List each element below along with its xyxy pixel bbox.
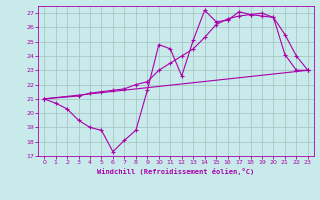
X-axis label: Windchill (Refroidissement éolien,°C): Windchill (Refroidissement éolien,°C) (97, 168, 255, 175)
